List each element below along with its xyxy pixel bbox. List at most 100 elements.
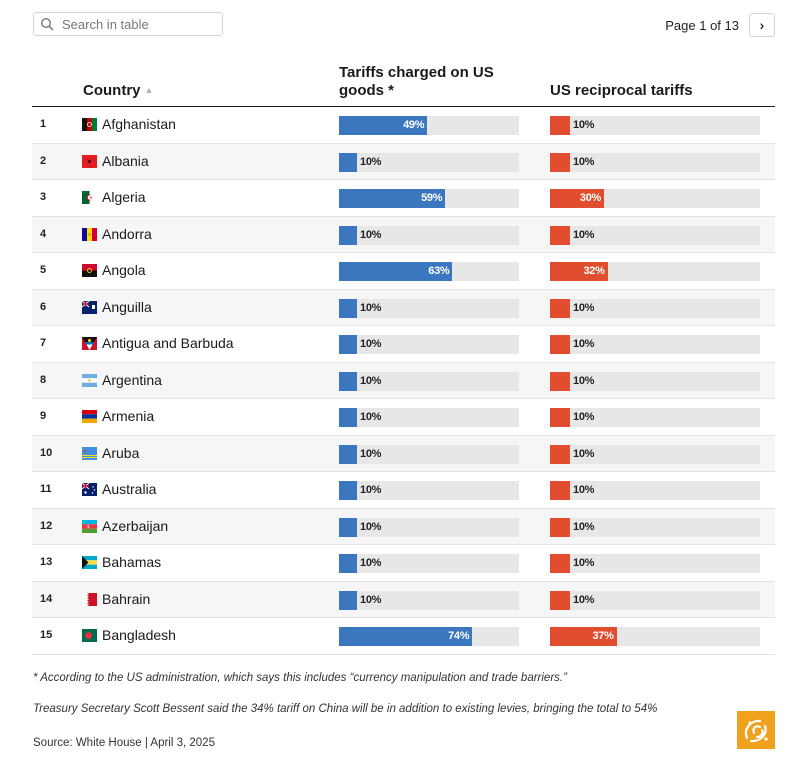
- us-reciprocal-bar: [550, 371, 570, 391]
- tariffs-on-us-bar: [339, 262, 453, 281]
- search-icon: [40, 17, 54, 31]
- us-reciprocal-bar: [550, 590, 570, 610]
- row-number: 5: [40, 264, 47, 276]
- row-number: 6: [40, 300, 47, 313]
- row-number: 2: [40, 154, 47, 167]
- us-reciprocal-label: 30%: [579, 192, 601, 204]
- us-reciprocal-track: 10%: [550, 225, 760, 245]
- tariffs-on-us-label: 10%: [360, 155, 382, 168]
- table-row: 9 Armenia 10% 10%: [32, 399, 775, 436]
- source-line: Source: White House | April 3, 2025: [33, 737, 215, 749]
- tariffs-on-us-label: 10%: [360, 593, 382, 606]
- next-page-button[interactable]: ›: [749, 13, 775, 37]
- column-header-country[interactable]: Country ▲: [83, 82, 153, 101]
- us-reciprocal-bar: [550, 152, 570, 172]
- row-number: 1: [40, 118, 47, 130]
- armenia-flag-icon: [82, 410, 97, 423]
- us-reciprocal-label: 10%: [573, 374, 595, 387]
- tariffs-on-us-track: 63%: [339, 262, 519, 281]
- search-input[interactable]: [60, 15, 214, 33]
- bahamas-flag-icon: [82, 556, 97, 569]
- us-reciprocal-track: 10%: [550, 371, 760, 391]
- table-row: 15 Bangladesh 74% 37%: [32, 618, 775, 655]
- table-row: 14 Bahrain 10% 10%: [32, 581, 775, 618]
- us-reciprocal-track: 10%: [550, 590, 760, 610]
- tariffs-on-us-label: 74%: [448, 630, 470, 642]
- us-reciprocal-label: 10%: [573, 447, 595, 460]
- search-box[interactable]: [33, 12, 223, 36]
- table-row: 4 Andorra 10% 10%: [32, 216, 775, 253]
- tariffs-on-us-track: 10%: [339, 517, 519, 537]
- row-number: 4: [40, 227, 47, 240]
- table-row: 10 Aruba 10% 10%: [32, 435, 775, 472]
- us-reciprocal-track: 32%: [550, 262, 760, 281]
- row-number: 8: [40, 373, 47, 386]
- us-reciprocal-bar: [550, 481, 570, 500]
- row-number: 15: [40, 629, 53, 641]
- us-reciprocal-label: 10%: [573, 411, 595, 423]
- country-name: Argentina: [102, 371, 162, 388]
- tariffs-on-us-label: 10%: [360, 374, 382, 387]
- tariffs-on-us-track: 10%: [339, 335, 519, 354]
- us-reciprocal-track: 10%: [550, 152, 760, 172]
- column-header-country-label: Country: [83, 82, 141, 99]
- us-reciprocal-label: 10%: [573, 228, 595, 241]
- us-reciprocal-label: 10%: [573, 520, 595, 533]
- us-reciprocal-label: 32%: [583, 265, 605, 277]
- country-name: Afghanistan: [102, 116, 176, 132]
- anguilla-flag-icon: [82, 300, 97, 314]
- tariffs-on-us-label: 10%: [360, 338, 382, 350]
- country-name: Bahamas: [102, 554, 162, 570]
- tariffs-on-us-track: 10%: [339, 371, 519, 391]
- tariffs-on-us-track: 59%: [339, 189, 519, 208]
- us-reciprocal-label: 10%: [573, 484, 595, 496]
- table-row: 3 Algeria 59% 30%: [32, 180, 775, 217]
- us-reciprocal-track: 10%: [550, 554, 760, 573]
- table-row: 1 Afghanistan 49% 10%: [32, 107, 775, 144]
- country-name: Angola: [102, 262, 146, 278]
- tariffs-on-us-bar: [339, 590, 357, 610]
- us-reciprocal-track: 30%: [550, 189, 760, 208]
- country-name: Algeria: [102, 189, 146, 205]
- tariffs-on-us-track: 10%: [339, 225, 519, 245]
- bahrain-flag-icon: [82, 592, 97, 606]
- tariffs-on-us-track: 74%: [339, 627, 519, 646]
- us-reciprocal-track: 10%: [550, 444, 760, 464]
- table-row: 11 Australia 10% 10%: [32, 472, 775, 509]
- country-name: Azerbaijan: [102, 517, 169, 534]
- us-reciprocal-bar: [550, 116, 570, 135]
- tariffs-on-us-label: 59%: [421, 192, 443, 204]
- table-row: 2 Albania 10% 10%: [32, 143, 775, 180]
- page-indicator: Page 1 of 13: [665, 17, 739, 33]
- us-reciprocal-bar: [550, 627, 617, 646]
- tariffs-on-us-track: 10%: [339, 554, 519, 573]
- tariffs-on-us-bar: [339, 298, 357, 318]
- tariffs-on-us-label: 10%: [360, 228, 382, 241]
- table-row: 13 Bahamas 10% 10%: [32, 545, 775, 582]
- tariffs-on-us-bar: [339, 371, 357, 391]
- us-reciprocal-label: 37%: [592, 630, 614, 642]
- tariffs-on-us-track: 10%: [339, 444, 519, 464]
- column-header-tariffs-on-us: Tariffs charged on US goods *: [339, 64, 494, 99]
- tariffs-on-us-bar: [339, 152, 357, 172]
- australia-flag-icon: [82, 483, 97, 496]
- column-header-us-reciprocal: US reciprocal tariffs: [550, 82, 693, 99]
- row-number: 14: [40, 592, 53, 605]
- country-name: Anguilla: [102, 298, 152, 315]
- country-name: Aruba: [102, 444, 140, 461]
- us-reciprocal-track: 10%: [550, 408, 760, 427]
- angola-flag-icon: [82, 264, 97, 277]
- us-reciprocal-bar: [550, 444, 570, 464]
- row-number: 9: [40, 410, 47, 422]
- sort-ascending-icon[interactable]: ▲: [144, 85, 154, 95]
- tariffs-on-us-bar: [339, 627, 473, 646]
- row-number: 7: [40, 337, 47, 349]
- china-note: Treasury Secretary Scott Bessent said th…: [33, 703, 658, 715]
- footnote: * According to the US administration, wh…: [33, 672, 567, 684]
- pagination: Page 1 of 13 ›: [665, 13, 775, 37]
- us-reciprocal-bar: [550, 189, 604, 208]
- us-reciprocal-bar: [550, 517, 570, 537]
- tariffs-on-us-track: 10%: [339, 152, 519, 172]
- tariffs-on-us-bar: [339, 189, 446, 208]
- table-row: 6 Anguilla 10% 10%: [32, 289, 775, 326]
